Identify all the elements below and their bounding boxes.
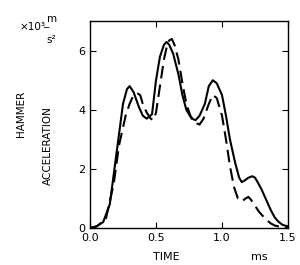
- Text: s²: s²: [46, 35, 56, 45]
- Text: ms: ms: [251, 252, 268, 262]
- Text: _: _: [44, 18, 49, 28]
- Text: m: m: [46, 14, 57, 24]
- Text: HAMMER: HAMMER: [16, 91, 26, 137]
- Text: ACCELERATION: ACCELERATION: [43, 106, 53, 185]
- Text: ×10³: ×10³: [20, 22, 46, 32]
- Text: TIME: TIME: [153, 252, 180, 262]
